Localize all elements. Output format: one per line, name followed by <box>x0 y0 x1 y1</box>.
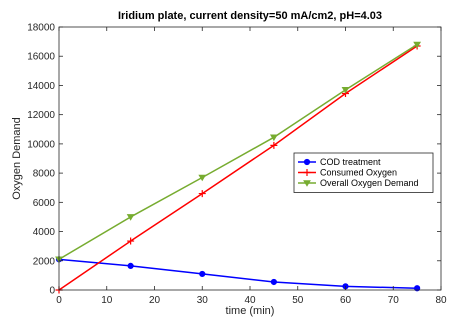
data-point-0-3 <box>270 278 277 286</box>
series-layer <box>55 41 422 294</box>
series-1 <box>55 42 421 294</box>
x-tick-label-1: 10 <box>101 295 113 306</box>
series-line-2 <box>58 43 418 260</box>
data-point-2-5 <box>413 41 422 49</box>
legend-entry-2: Overall Oxygen Demand <box>320 178 419 188</box>
data-point-2-3 <box>269 134 278 142</box>
legend-marker-2 <box>303 180 311 187</box>
x-tick-label-3: 30 <box>197 295 209 306</box>
legend-marker-1 <box>303 169 311 176</box>
series-0 <box>55 256 421 292</box>
x-tick-label-5: 50 <box>292 295 304 306</box>
y-tick-label-3: 6000 <box>33 198 56 209</box>
data-point-2-4 <box>341 87 350 94</box>
legend-entry-0: COD treatment <box>320 157 381 167</box>
legend-box <box>293 152 434 193</box>
series-line-0 <box>58 258 418 289</box>
legend-entry-1: Consumed Oxygen <box>320 168 397 178</box>
x-axis-label: time (min) <box>226 305 275 317</box>
x-tick-label-0: 0 <box>56 295 62 306</box>
x-tick-label-7: 70 <box>388 295 400 306</box>
y-tick-label-1: 2000 <box>33 256 56 267</box>
data-point-0-1 <box>127 262 134 269</box>
y-tick-label-2: 4000 <box>33 227 56 238</box>
x-tick-label-6: 60 <box>340 295 352 306</box>
data-point-2-2 <box>198 174 207 182</box>
chart-title: Iridium plate, current density=50 mA/cm2… <box>118 10 382 22</box>
y-tick-label-8: 16000 <box>27 52 55 63</box>
data-point-2-1 <box>126 214 135 221</box>
data-point-0-2 <box>199 270 206 278</box>
axes-layer: 0 10 20 30 40 50 60 70 80 0 2000 4000 6000 8000 10000 1… <box>27 23 447 307</box>
y-tick-label-5: 10000 <box>27 139 55 150</box>
y-tick-label-0: 0 <box>49 286 55 297</box>
data-point-1-2 <box>198 190 206 198</box>
x-tick-label-8: 80 <box>435 295 447 306</box>
series-2 <box>55 41 422 264</box>
legend-marker-0 <box>303 158 311 166</box>
y-axis-label: Oxygen Demand <box>11 117 23 200</box>
y-tick-label-9: 18000 <box>27 23 55 34</box>
y-tick-label-7: 14000 <box>27 81 55 92</box>
data-point-1-1 <box>127 237 135 245</box>
data-point-1-3 <box>270 141 278 149</box>
series-line-1 <box>58 45 418 291</box>
y-tick-label-4: 8000 <box>33 169 56 180</box>
x-tick-label-2: 20 <box>149 295 161 306</box>
y-tick-label-6: 12000 <box>27 110 55 121</box>
data-point-0-5 <box>414 285 421 292</box>
x-tick-label-4: 40 <box>244 295 256 306</box>
